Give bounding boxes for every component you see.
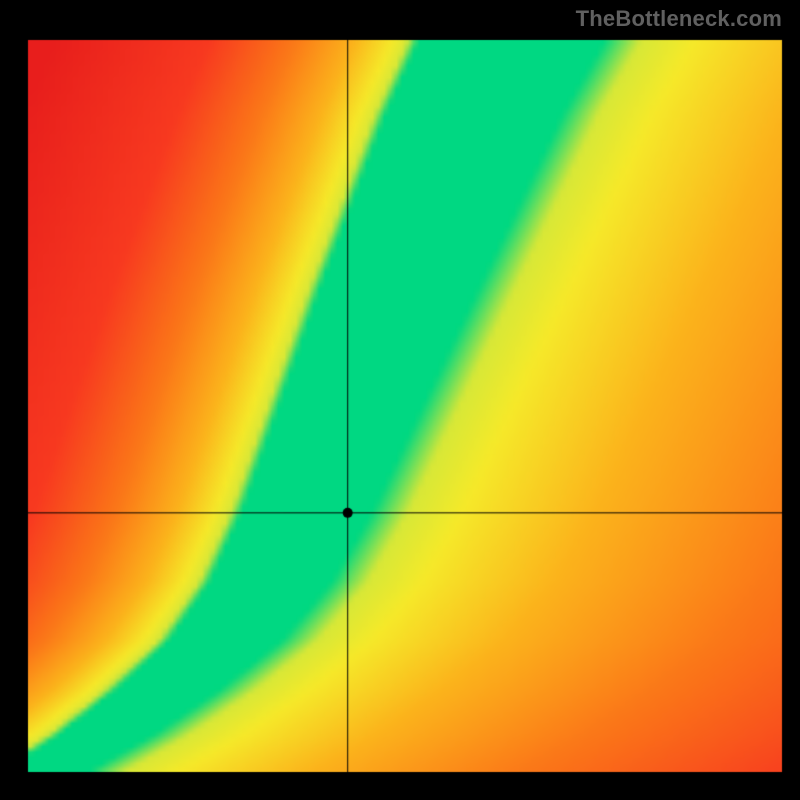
chart-container: TheBottleneck.com (0, 0, 800, 800)
heatmap-canvas (0, 0, 800, 800)
watermark-text: TheBottleneck.com (576, 6, 782, 32)
